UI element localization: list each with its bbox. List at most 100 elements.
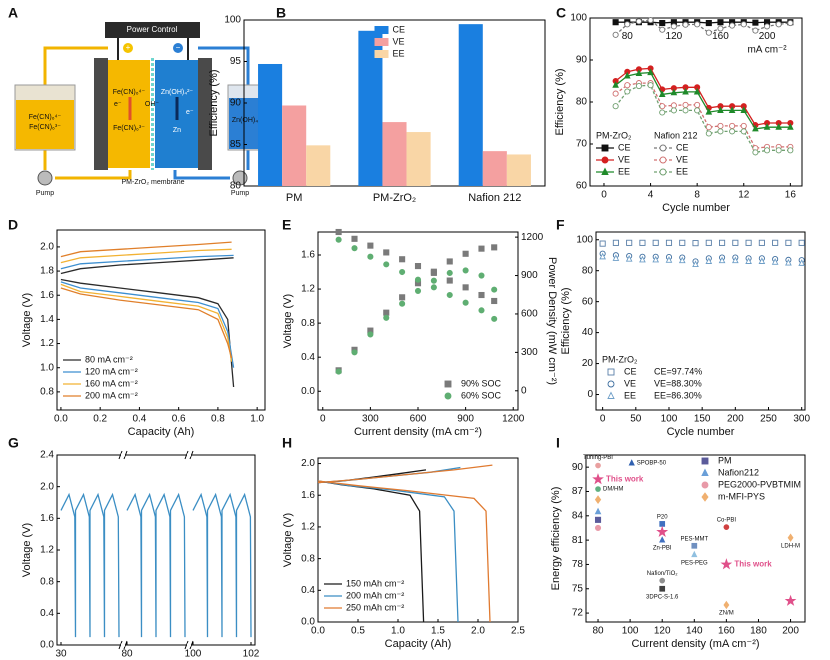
y-tick-label: 85 — [230, 139, 242, 150]
data-point — [729, 22, 736, 29]
y-axis-label: Voltage (V) — [282, 513, 294, 567]
data-point — [691, 542, 698, 549]
point-label: SPOBP-50 — [637, 461, 667, 467]
data-point — [399, 294, 406, 301]
data-point — [594, 524, 602, 532]
y-tick-label: 2.0 — [40, 242, 54, 253]
power-control-box — [105, 22, 200, 38]
panel-letter: C — [556, 5, 566, 21]
data-point — [718, 256, 726, 264]
legend-label: EE — [393, 48, 405, 58]
point-label: Zn-PBI — [653, 546, 672, 552]
bar — [482, 151, 507, 186]
data-point — [367, 331, 374, 338]
membrane-label: PM-ZrO₂ membrane — [121, 179, 184, 186]
y-tick-label: 0 — [587, 389, 593, 400]
y-tick-label: 0.8 — [40, 576, 54, 587]
data-point — [694, 107, 701, 114]
legend-marker — [607, 380, 615, 388]
data-point — [717, 106, 724, 113]
x-tick-label: Nafion 212 — [468, 192, 521, 204]
pipe-left — [43, 46, 132, 180]
data-point — [351, 235, 358, 242]
legend-marker — [701, 492, 709, 502]
data-point — [775, 21, 782, 28]
data-point — [635, 82, 642, 90]
data-line — [615, 71, 791, 130]
data-point — [367, 253, 374, 260]
cell-label: Fe(CN)₆⁴⁻ — [113, 89, 146, 96]
data-line — [615, 19, 791, 36]
y-tick-label: 0.0 — [301, 386, 315, 397]
legend-label: 80 mA cm⁻² — [85, 354, 133, 364]
data-line — [60, 257, 235, 388]
legend-label: EE — [676, 166, 688, 176]
data-point — [399, 256, 406, 263]
data-point — [705, 19, 712, 27]
data-point — [595, 462, 601, 469]
point-label: This work — [734, 560, 772, 569]
legend-label: CE — [618, 142, 631, 152]
data-point — [652, 239, 659, 246]
data-point — [414, 287, 422, 294]
data-point — [745, 239, 752, 246]
annotation: 80 — [622, 31, 634, 42]
point-label: Nafion/TiO₂ — [647, 571, 678, 577]
plot-frame — [595, 231, 806, 411]
x-tick-label: 30 — [55, 649, 67, 660]
x-tick-label: 0.5 — [351, 626, 365, 637]
data-point — [717, 19, 724, 26]
annotation: 200 — [759, 31, 776, 42]
y-tick-label: 1.2 — [40, 545, 54, 556]
data-point — [335, 368, 342, 375]
data-point — [612, 19, 619, 26]
data-point — [639, 239, 646, 246]
bar — [506, 154, 531, 186]
data-point — [740, 106, 748, 113]
y-tick-label: 84 — [572, 510, 584, 521]
ion-label: OH⁻ — [145, 101, 160, 108]
legend-label: m-MFI-PYS — [718, 491, 765, 501]
data-point — [705, 124, 712, 131]
legend-marker — [701, 468, 709, 476]
y-tick-label: 2.0 — [301, 458, 315, 469]
data-point — [694, 21, 701, 28]
pump-label: Pump — [231, 190, 249, 197]
legend-marker — [659, 144, 667, 152]
legend-label: CE — [393, 24, 406, 34]
data-point — [599, 240, 606, 247]
data-point — [717, 25, 724, 32]
y2-tick-label: 300 — [521, 347, 538, 358]
plot-frame — [585, 454, 806, 623]
annotation: CE=97.74% — [654, 366, 702, 376]
x-tick-label: 180 — [750, 626, 767, 637]
data-point — [462, 299, 469, 306]
data-point — [626, 239, 633, 246]
legend-label: VE — [676, 154, 688, 164]
data-point — [612, 254, 620, 261]
y-axis-label: Voltage (V) — [21, 293, 33, 347]
data-point — [612, 90, 619, 97]
bar — [282, 105, 307, 186]
data-point — [723, 524, 730, 531]
data-point — [729, 122, 736, 129]
y-tick-label: 1.6 — [301, 250, 315, 261]
legend-label: EE — [624, 390, 636, 400]
legend-label: 90% SOC — [461, 378, 502, 388]
x-axis-label: Current density (mA cm⁻²) — [354, 426, 482, 438]
data-point — [659, 103, 666, 110]
data-point — [758, 239, 765, 246]
data-point — [670, 102, 677, 109]
data-point — [462, 267, 469, 274]
y-tick-label: 1.6 — [301, 490, 315, 501]
annotation: 160 — [712, 31, 729, 42]
y-tick-label: 95 — [230, 56, 242, 67]
data-line — [60, 492, 252, 638]
y-tick-label: 81 — [572, 535, 584, 546]
data-point — [491, 315, 498, 322]
y-axis-label: Voltage (V) — [282, 294, 294, 348]
x-tick-label: 0.0 — [54, 414, 68, 425]
x-axis-label: Cycle number — [667, 426, 735, 438]
bar — [258, 63, 283, 186]
data-point — [612, 81, 619, 88]
